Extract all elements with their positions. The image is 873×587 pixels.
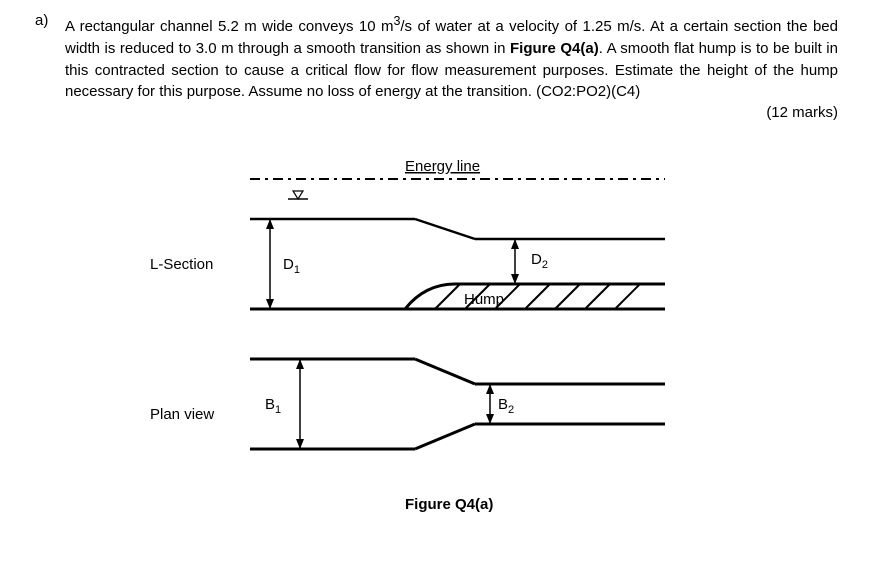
figure-svg: Energy line Hump D1 D2 L-Section bbox=[145, 149, 705, 529]
d1-label: D1 bbox=[283, 256, 300, 276]
question-label: a) bbox=[35, 12, 48, 29]
plan-top-transition bbox=[415, 359, 475, 384]
hatch4 bbox=[525, 284, 550, 309]
d1-arrow-top bbox=[266, 219, 274, 229]
energy-line-label: Energy line bbox=[405, 158, 480, 175]
marks: (12 marks) bbox=[35, 104, 838, 121]
lsec-top-transition bbox=[415, 219, 475, 239]
question-text: A rectangular channel 5.2 m wide conveys… bbox=[65, 12, 838, 103]
d2-label: D2 bbox=[531, 251, 548, 271]
hatch5 bbox=[555, 284, 580, 309]
l-section-label: L-Section bbox=[150, 256, 213, 273]
hump-label: Hump bbox=[464, 291, 504, 308]
hatch7 bbox=[615, 284, 640, 309]
plan-view-label: Plan view bbox=[150, 406, 214, 423]
figure-container: Energy line Hump D1 D2 L-Section bbox=[145, 149, 705, 529]
hatch6 bbox=[585, 284, 610, 309]
water-marker-triangle bbox=[293, 191, 303, 199]
figure-ref: Figure Q4(a) bbox=[510, 40, 599, 57]
d2-arrow-top bbox=[511, 239, 519, 249]
hump-outline bbox=[405, 284, 665, 309]
figure-caption: Figure Q4(a) bbox=[405, 496, 493, 513]
b1-label: B1 bbox=[265, 396, 281, 416]
hatch1 bbox=[435, 284, 460, 309]
text-part1: A rectangular channel 5.2 m wide conveys… bbox=[65, 18, 393, 35]
plan-bottom-transition bbox=[415, 424, 475, 449]
b2-label: B2 bbox=[498, 396, 514, 416]
